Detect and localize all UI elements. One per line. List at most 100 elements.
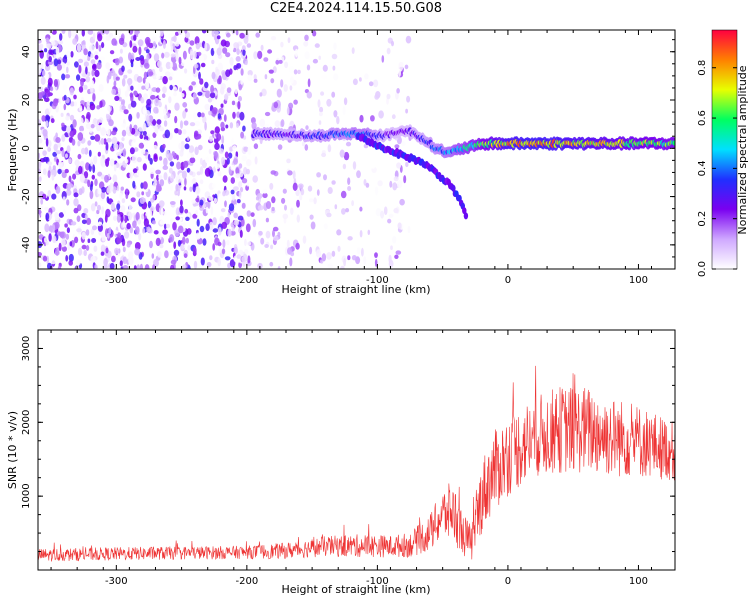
spectrogram-cell	[47, 147, 52, 152]
spectrogram-cell	[92, 32, 96, 40]
spectrogram-cell	[73, 192, 79, 198]
spectrogram-cell	[42, 255, 48, 262]
spectrogram-cell	[155, 169, 161, 175]
spectrogram-cell	[128, 113, 133, 122]
spectrogram-cell	[204, 42, 208, 52]
spectrogram-cell	[367, 229, 371, 235]
spectrogram-cell	[101, 235, 106, 242]
snr-marks	[38, 365, 675, 562]
spectrogram-cell	[65, 254, 69, 262]
spectrogram-cell	[210, 47, 215, 57]
spectrogram-cell	[172, 221, 177, 231]
spectrogram-cell	[282, 213, 289, 220]
spectrogram-cell	[41, 115, 46, 122]
spectrogram-cell	[90, 228, 95, 235]
spectrogram-cell	[193, 260, 198, 269]
spectrogram-cell	[243, 146, 249, 152]
spectrogram-cell	[38, 262, 42, 268]
spectrogram-cell	[149, 206, 155, 212]
spectrogram-cell	[220, 156, 226, 166]
spectrogram-cell	[139, 134, 144, 140]
snr-panel: -300 -200 -100 0 100 1000 2000 3000 Height of …	[6, 329, 676, 596]
spectrogram-cell	[104, 174, 110, 183]
spectrogram-cell	[225, 124, 229, 129]
spectrogram-cell	[220, 208, 226, 213]
spectrogram-cell	[314, 43, 320, 48]
spectrogram-cell	[201, 30, 207, 34]
spectrogram-cell	[135, 57, 141, 61]
spectrogram-cell	[136, 191, 141, 198]
spectrogram-cell	[171, 62, 178, 71]
y-tick-label: -20	[21, 188, 32, 204]
spectrogram-cell	[272, 226, 279, 232]
spectrogram-cell	[137, 39, 144, 47]
spectrogram-cell	[169, 84, 173, 91]
spectrogram-cell	[65, 189, 72, 196]
spectrogram-cell	[179, 205, 184, 214]
spectrogram-cell	[323, 223, 328, 230]
spectrogram-cell	[288, 66, 295, 73]
spectrogram-cell	[194, 146, 199, 156]
spectrogram-cell	[393, 207, 399, 214]
spectrogram-cell	[76, 215, 81, 222]
spectrogram-cell	[55, 132, 58, 138]
spectrogram-cell	[62, 67, 66, 74]
spectrogram-cell	[209, 92, 216, 99]
spectrogram-cell	[124, 231, 130, 239]
spectrogram-cell	[205, 156, 210, 164]
spectrogram-cell	[84, 213, 88, 220]
spectrogram-cell	[177, 129, 182, 136]
spectrogram-cell	[228, 152, 233, 159]
spectrogram-cell	[189, 171, 194, 176]
spectrogram-cell	[165, 61, 172, 70]
spectrogram-cell	[107, 157, 110, 162]
spectrogram-cell	[61, 171, 67, 179]
spectrogram-cell	[130, 52, 135, 60]
spectrogram-cell	[115, 162, 120, 168]
spectrogram-cell	[233, 219, 239, 226]
spectrogram-cell	[265, 230, 271, 239]
spectrogram-cell	[304, 51, 310, 60]
x-tick-label: -300	[105, 275, 128, 286]
spectrogram-cell	[95, 41, 99, 50]
spectrogram-cell	[352, 78, 358, 86]
spectrogram-cell	[245, 223, 251, 233]
spectrogram-cell	[162, 86, 167, 94]
spectrogram-cell	[293, 69, 298, 75]
spectrogram-cell	[58, 161, 63, 169]
spectrogram-cell	[142, 163, 147, 171]
snr-x-ticks: -300 -200 -100 0 100	[50, 330, 653, 587]
spectrogram-cell	[106, 232, 110, 239]
spectrogram-cell	[76, 43, 82, 53]
spectrogram-cell	[374, 94, 380, 100]
spectrogram-cell	[211, 183, 216, 189]
spectrogram-cell	[315, 249, 321, 258]
spectrogram-cell	[363, 179, 367, 186]
spectrogram-cell	[170, 45, 174, 52]
spectrogram-cell	[280, 79, 284, 88]
spectrogram-cell	[260, 237, 265, 245]
spectrogram-cell	[222, 239, 226, 249]
spectrogram-cell	[332, 65, 336, 71]
spectrogram-cell	[146, 98, 152, 106]
spectrogram-cell	[234, 88, 238, 94]
spectrogram-cell	[106, 196, 110, 204]
spectrogram-cell	[224, 151, 229, 159]
spectrogram-cell	[225, 52, 231, 58]
spectrogram-cell	[73, 94, 77, 100]
spectrogram-cell	[200, 112, 205, 118]
spectrogram-cell	[61, 238, 66, 248]
spectrogram-cell	[72, 173, 77, 180]
y-tick-label: -40	[21, 237, 32, 253]
spectrogram-cell	[239, 229, 243, 238]
spectrogram-cell	[68, 175, 72, 183]
spectrogram-cell	[49, 86, 54, 92]
spectrogram-cell	[40, 198, 44, 205]
spectrogram-cell	[333, 73, 339, 81]
spectrogram-cell	[105, 247, 109, 254]
spectrogram-cell	[247, 146, 252, 155]
spectrogram-cell	[178, 56, 182, 65]
spectrogram-cell	[108, 32, 114, 38]
spectrogram-cell	[191, 81, 197, 86]
spectrogram-cell	[284, 204, 287, 211]
